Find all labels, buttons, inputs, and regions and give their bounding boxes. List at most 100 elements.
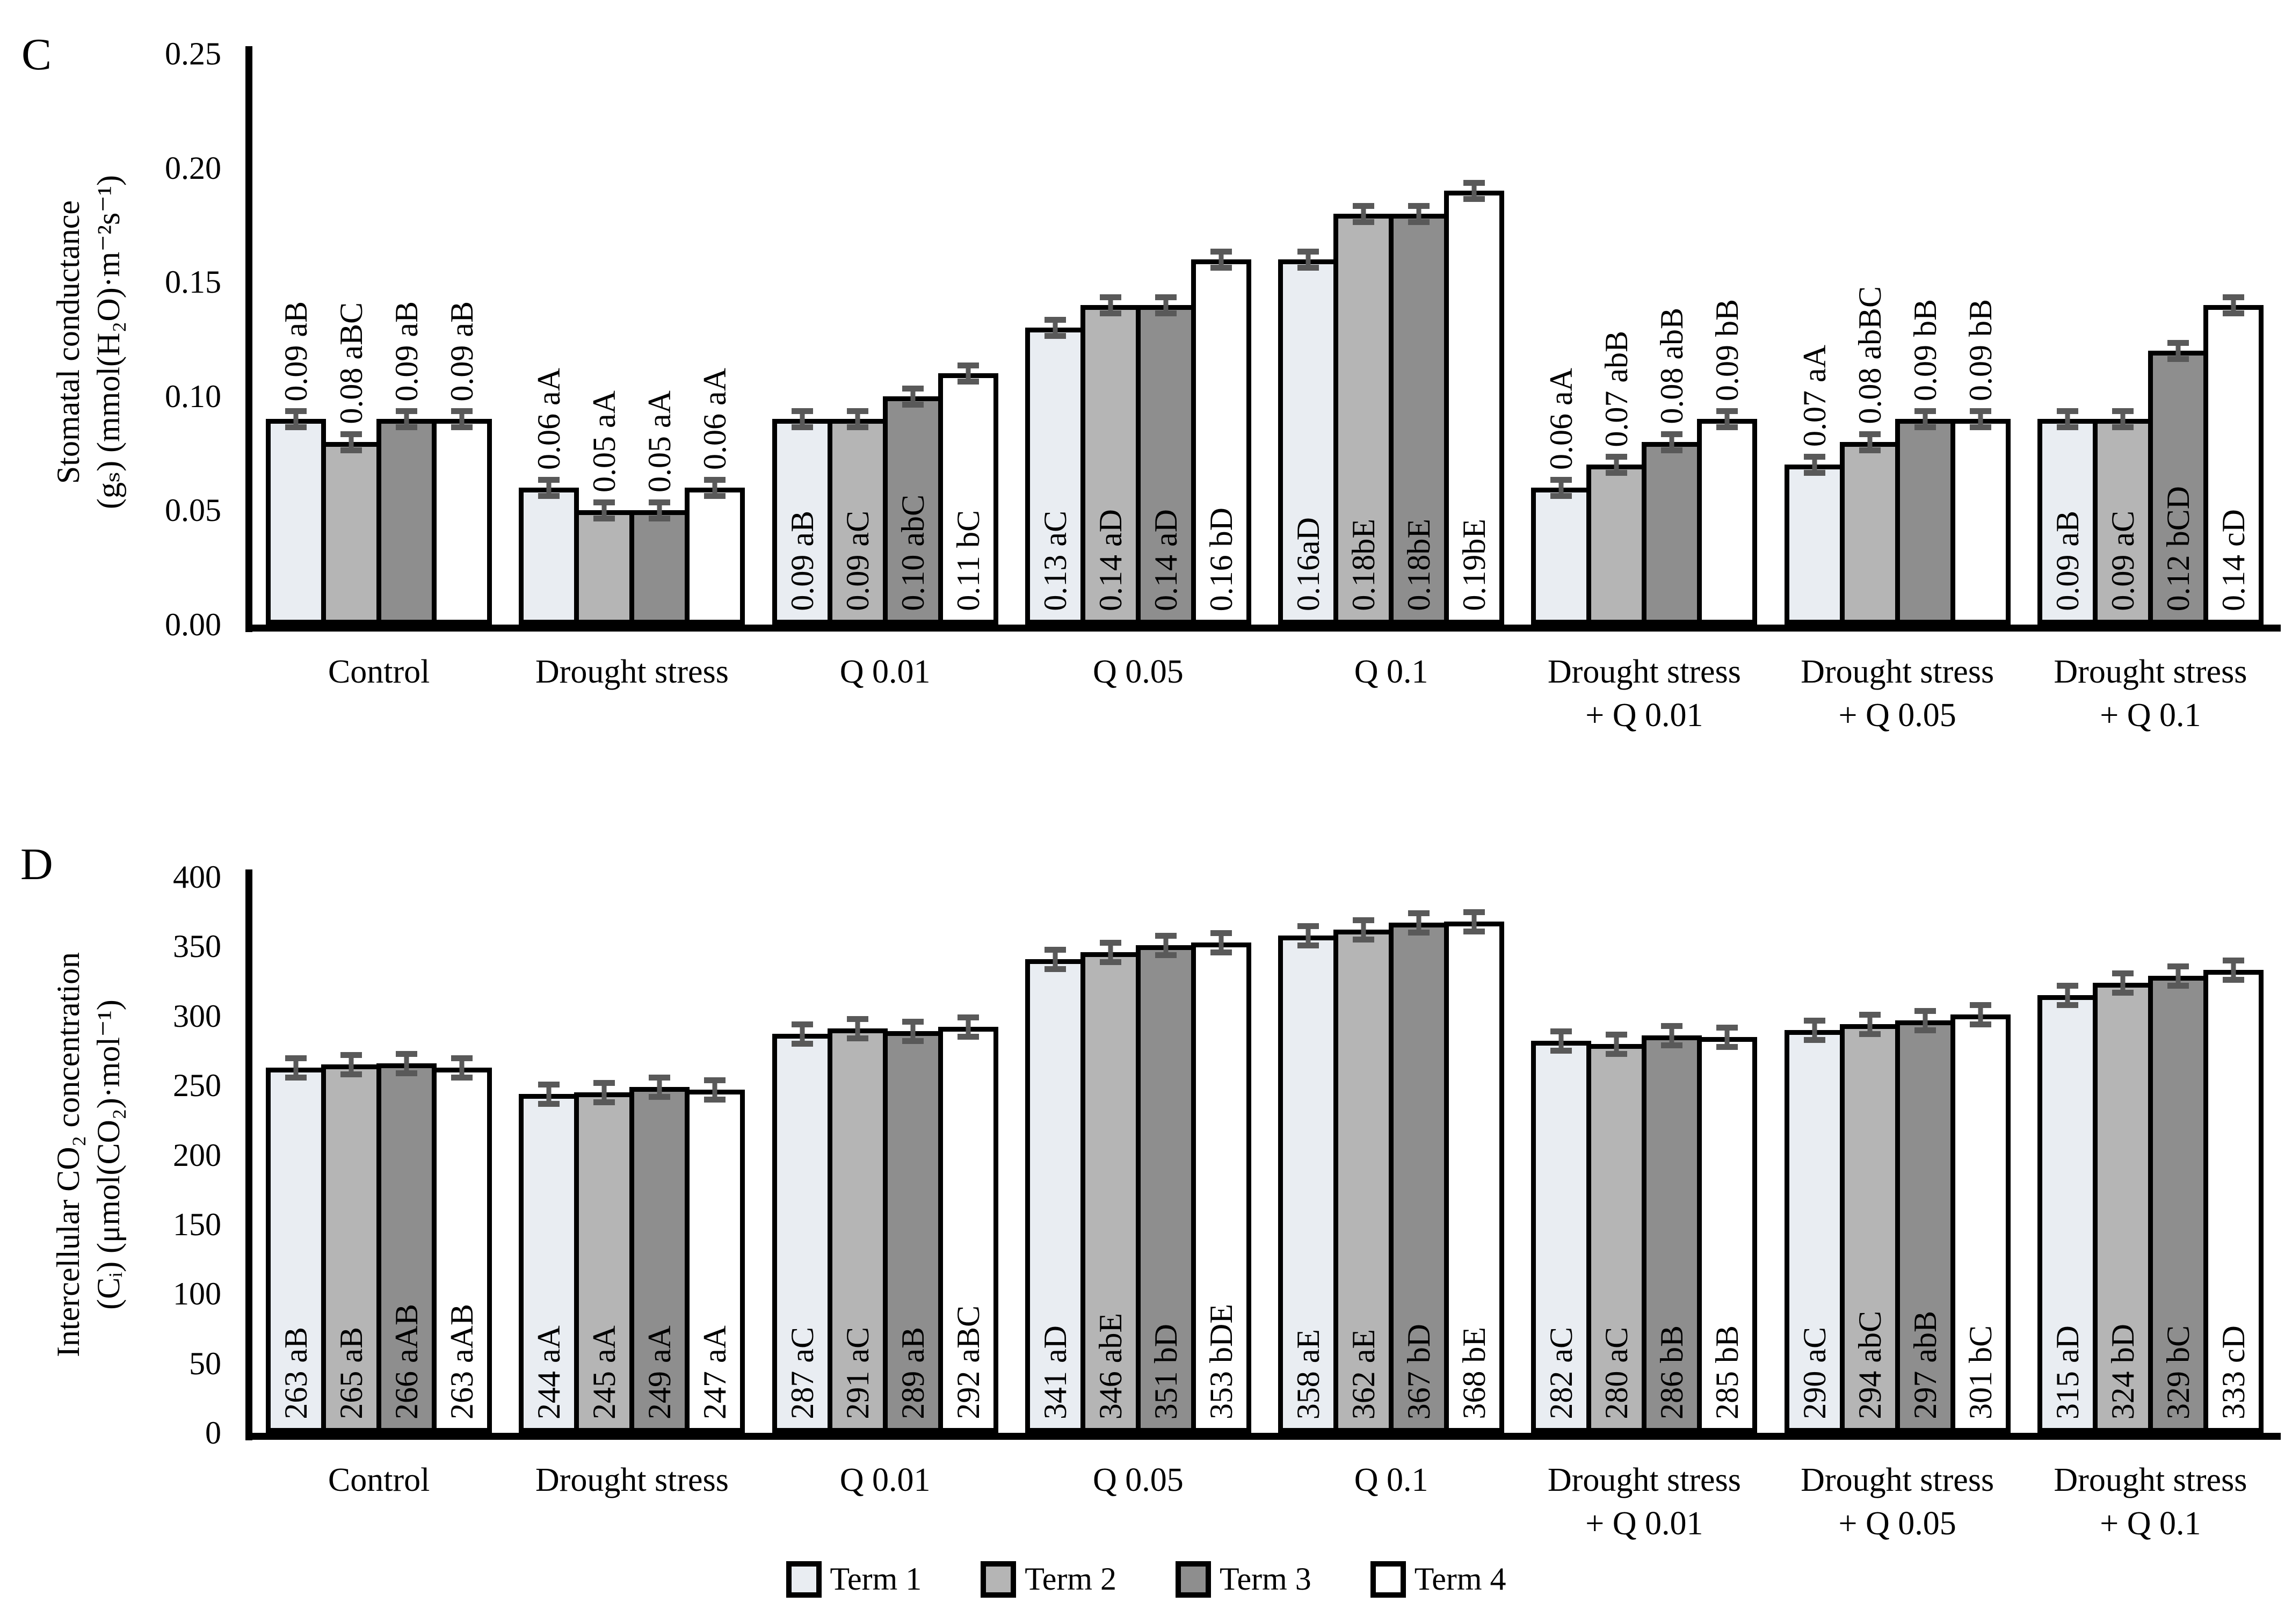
bar-value-label-anchor: 0.14 cD	[2203, 509, 2264, 611]
y-tick-label: 0.15	[165, 264, 221, 300]
legend-swatch	[786, 1561, 822, 1598]
error-bar-cap-top	[1661, 431, 1683, 437]
bar: 0.08 abBC	[1839, 286, 1900, 625]
y-tick-label: 50	[189, 1345, 221, 1381]
error-bar-stem	[1669, 1025, 1674, 1045]
bar: 266 aAB	[376, 1050, 437, 1433]
bar-value-label: 247 aA	[697, 1325, 733, 1419]
error-bar-cap-top	[538, 1081, 560, 1088]
bar-value-label-anchor: 346 abE	[1080, 1313, 1141, 1419]
bar: 0.09 bB	[1950, 299, 2011, 625]
error-bar-cap-bottom	[2167, 356, 2189, 362]
bar-value-label: 0.05 aA	[642, 390, 678, 493]
bar-value-label: 0.09 bB	[1709, 299, 1745, 402]
error-bar-cap-bottom	[1463, 196, 1485, 202]
error-bar-cap-bottom	[538, 492, 560, 499]
error-bar-cap-bottom	[2222, 977, 2244, 983]
x-category-label-line: Q 0.1	[1354, 1462, 1428, 1498]
bar-value-label-anchor: 0.18bE	[1333, 519, 1394, 611]
y-tick-label: 200	[173, 1137, 221, 1173]
error-bar-cap-top	[1606, 1031, 1628, 1038]
bar-value-label-anchor: 0.19bE	[1444, 519, 1504, 611]
bar: 0.14 aD	[1135, 294, 1196, 625]
error-bar-cap-top	[1661, 1023, 1683, 1029]
x-category-label-line: Control	[328, 654, 430, 690]
error-bar-stem	[1867, 1014, 1873, 1034]
error-bar-stem	[1471, 911, 1477, 931]
error-bar-stem	[1163, 935, 1169, 955]
error-bar-cap-top	[902, 1019, 924, 1025]
error-bar-cap-bottom	[957, 379, 979, 385]
bar-value-label: 266 aAB	[389, 1304, 425, 1419]
bar-value-label-anchor: 0.09 aB	[432, 301, 492, 402]
x-category-label-line: Drought stress	[535, 654, 729, 690]
legend: Term 1 Term 2 Term 3 Term 4	[0, 1561, 2292, 1598]
bar-value-label: 0.09 aB	[2049, 511, 2085, 611]
error-bar-cap-bottom	[846, 1035, 868, 1042]
error-bar-cap-top	[1297, 248, 1319, 255]
legend-item: Term 2	[981, 1561, 1116, 1598]
bar-value-label: 0.09 aB	[784, 511, 820, 611]
x-category-label-line: Drought stress	[535, 1462, 729, 1498]
error-bar-cap-bottom	[704, 1096, 726, 1103]
bar-value-label: 341 aD	[1037, 1325, 1073, 1419]
bar: 282 aC	[1531, 1028, 1592, 1433]
error-bar-stem	[1416, 205, 1421, 222]
bar-value-label: 0.10 abC	[895, 495, 931, 611]
error-bar-cap-bottom	[791, 424, 813, 431]
bar-value-label-anchor: 0.16aD	[1278, 517, 1338, 611]
error-bar-cap-top	[1099, 939, 1121, 946]
bar: 286 bB	[1642, 1023, 1702, 1433]
error-bar-stem	[1416, 913, 1421, 933]
error-bar-cap-bottom	[791, 1041, 813, 1047]
error-bar-cap-bottom	[1044, 333, 1066, 339]
panel-d-plot-area: 263 aB 265 aB 266 aAB 263 aAB Control 244 aA 2…	[173, 859, 2281, 1542]
error-bar-cap-bottom	[902, 401, 924, 408]
bar-value-label: 0.08 abB	[1654, 308, 1690, 424]
bar: 0.09 bB	[1697, 299, 1758, 625]
bar-value-label: 280 aC	[1599, 1327, 1635, 1419]
bar-value-label-anchor: 0.13 aC	[1025, 511, 1085, 611]
legend-label: Term 1	[830, 1561, 922, 1597]
error-bar-cap-top	[285, 1055, 307, 1061]
error-bar-cap-top	[2056, 408, 2078, 415]
bar-value-label: 0.09 aC	[2105, 511, 2141, 611]
x-category-label: Q 0.01	[737, 650, 1033, 694]
y-tick-label: 350	[173, 929, 221, 965]
bar: 0.09 aC	[827, 408, 888, 625]
error-bar-cap-top	[1297, 923, 1319, 929]
bar: 290 aC	[1784, 1017, 1845, 1433]
bar-value-label-anchor: 329 bC	[2148, 1325, 2208, 1419]
bar: 0.09 bB	[1895, 299, 1955, 625]
error-bar-cap-bottom	[1969, 424, 1991, 431]
error-bar-cap-top	[1463, 180, 1485, 186]
error-bar-stem	[601, 502, 607, 519]
error-bar-cap-top	[846, 1016, 868, 1023]
y-axis-line	[245, 869, 252, 1440]
error-bar-cap-top	[285, 408, 307, 415]
bar: 0.16 bD	[1191, 248, 1251, 625]
error-bar-stem	[1218, 932, 1224, 952]
x-axis-line	[245, 625, 2281, 632]
error-bar-stem	[1978, 411, 1983, 427]
bar: 0.09 aB	[432, 301, 492, 625]
error-bar-stem	[1614, 456, 1619, 473]
x-category-label: Drought stress + Q 0.01	[1496, 650, 1792, 737]
error-bar-stem	[712, 479, 717, 496]
error-bar-stem	[1614, 1034, 1619, 1054]
bar-value-label-anchor: 0.16 bD	[1191, 508, 1251, 611]
bar-groups-container: 0.09 aB 0.08 aBC 0.09 aB 0.09 aB Control 0.06…	[252, 54, 2277, 734]
x-category-label: Control	[231, 1459, 527, 1502]
x-category-label: Drought stress	[484, 1459, 780, 1502]
y-tick-label: 250	[173, 1068, 221, 1104]
error-bar-stem	[966, 1017, 971, 1037]
y-axis-title-line2: (gₛ) (mmol(H₂O)·m⁻²s⁻¹)	[91, 175, 126, 510]
bar-value-label: 0.13 aC	[1037, 511, 1073, 611]
error-bar-cap-bottom	[1859, 447, 1881, 453]
error-bar-cap-bottom	[1297, 942, 1319, 948]
error-bar-cap-bottom	[957, 1034, 979, 1040]
error-bar-cap-bottom	[2222, 310, 2244, 316]
y-tick-label: 0.05	[165, 492, 221, 528]
bar-value-label: 0.18bE	[1346, 519, 1382, 611]
error-bar-cap-top	[2056, 982, 2078, 989]
